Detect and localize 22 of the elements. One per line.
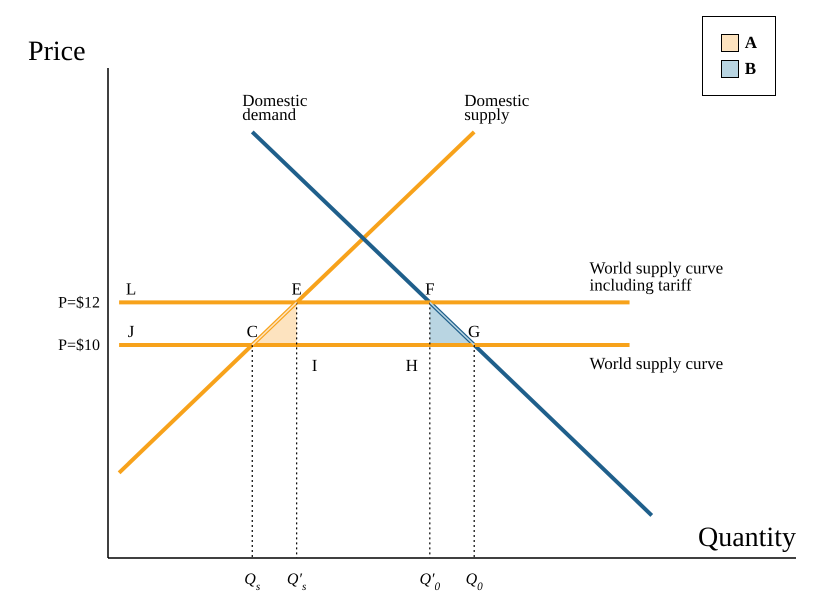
y-tick-label: P=$12 — [58, 294, 100, 312]
annotation: H — [406, 356, 418, 375]
annotation: L — [126, 279, 136, 298]
series-label: Domestic supply — [464, 90, 530, 124]
series-label: Domestic demand — [242, 90, 308, 124]
y-axis-title: Price — [28, 36, 86, 67]
annotation: C — [246, 322, 258, 341]
x-tick-label: Q$_{0}$ — [466, 571, 484, 593]
annotation: I — [312, 356, 318, 375]
annotation: G — [468, 322, 480, 341]
annotation: J — [128, 322, 135, 341]
series-label: World supply curve — [590, 354, 724, 373]
legend-label: B — [744, 59, 756, 79]
annotation: F — [425, 279, 435, 298]
y-tick-label: P=$10 — [58, 336, 100, 354]
x-axis-title: Quantity — [698, 522, 796, 553]
series-label: World supply curve including tariff — [590, 258, 724, 294]
legend-label: A — [744, 33, 757, 53]
annotation: E — [291, 279, 302, 298]
x-tick-label: Q′$_{0}$ — [419, 571, 441, 593]
x-tick-label: Q′$_{s}$ — [286, 571, 307, 593]
x-tick-label: Q$_{s}$ — [244, 571, 261, 593]
